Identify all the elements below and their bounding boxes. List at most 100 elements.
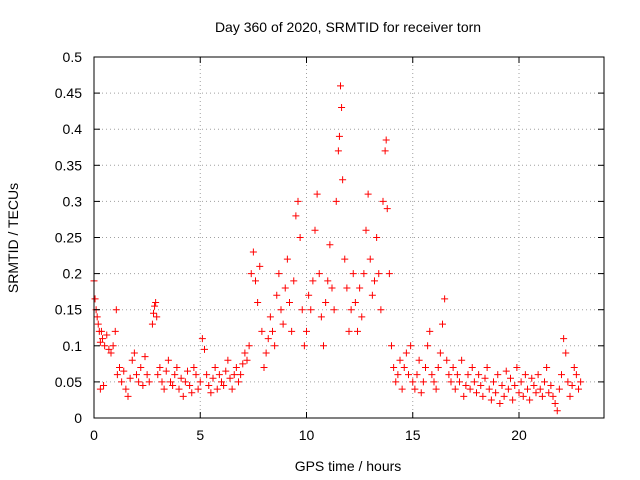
data-point xyxy=(317,313,325,321)
data-point xyxy=(360,270,368,278)
data-point xyxy=(205,382,213,390)
data-point xyxy=(153,313,161,321)
data-point xyxy=(226,374,234,382)
y-tick-label: 0.2 xyxy=(63,266,83,282)
data-point xyxy=(164,356,172,364)
data-point xyxy=(305,291,313,299)
data-point xyxy=(113,371,121,379)
grid-lines xyxy=(94,57,604,418)
data-point xyxy=(392,378,400,386)
data-point xyxy=(218,378,225,386)
data-point xyxy=(339,176,347,184)
data-point xyxy=(277,306,285,314)
y-tick-label: 0.05 xyxy=(55,374,82,390)
data-point xyxy=(249,248,257,256)
data-point xyxy=(332,197,340,205)
data-point xyxy=(381,147,389,155)
data-point xyxy=(128,356,136,364)
data-point xyxy=(135,378,143,386)
data-point xyxy=(324,277,332,285)
data-point xyxy=(112,306,120,314)
data-point xyxy=(337,82,344,90)
data-point xyxy=(373,234,381,241)
x-tick-label: 20 xyxy=(511,427,527,443)
data-point xyxy=(562,349,570,357)
data-point xyxy=(519,392,527,400)
data-point xyxy=(139,382,147,390)
data-point xyxy=(338,104,346,112)
data-point xyxy=(362,226,370,234)
data-point xyxy=(281,284,289,292)
data-point xyxy=(375,270,383,278)
data-point xyxy=(356,284,364,292)
data-point xyxy=(536,385,544,393)
data-point xyxy=(385,270,393,278)
data-point xyxy=(549,392,557,400)
data-point xyxy=(145,378,153,386)
data-point xyxy=(109,342,117,350)
data-point xyxy=(532,389,540,397)
data-point xyxy=(351,298,359,306)
data-point xyxy=(196,378,204,386)
data-point xyxy=(179,392,187,400)
data-point xyxy=(504,385,512,393)
data-point xyxy=(252,277,259,285)
data-point xyxy=(171,371,179,379)
data-point xyxy=(309,277,317,285)
data-point xyxy=(209,374,217,382)
data-point xyxy=(400,363,408,371)
data-point xyxy=(186,382,194,390)
data-point xyxy=(502,367,510,375)
data-point xyxy=(298,306,306,314)
data-point xyxy=(481,374,489,382)
axis-ticks xyxy=(93,56,604,419)
data-point xyxy=(137,363,145,371)
data-point xyxy=(260,363,268,371)
data-point xyxy=(466,385,474,393)
data-point xyxy=(524,385,531,393)
y-tick-label: 0.35 xyxy=(55,157,82,173)
data-point xyxy=(432,385,440,393)
data-point xyxy=(215,371,223,379)
data-point xyxy=(288,327,296,335)
data-point xyxy=(245,342,253,350)
data-point xyxy=(94,320,102,328)
x-axis-label: GPS time / hours xyxy=(295,458,402,474)
data-point xyxy=(194,385,202,393)
y-tick-label: 0.3 xyxy=(63,193,83,209)
data-point xyxy=(111,327,119,335)
data-point xyxy=(181,378,189,386)
data-point xyxy=(371,277,378,285)
data-point xyxy=(538,392,546,400)
data-point xyxy=(118,378,126,386)
data-point xyxy=(286,298,293,306)
data-point xyxy=(513,363,521,371)
data-point xyxy=(130,349,138,357)
data-point xyxy=(311,226,319,234)
data-point xyxy=(534,371,542,379)
x-tick-label: 0 xyxy=(90,427,98,443)
data-point xyxy=(320,342,327,350)
data-point xyxy=(99,335,106,343)
data-point xyxy=(521,371,529,379)
data-point xyxy=(575,385,582,393)
data-point xyxy=(96,338,104,346)
data-point xyxy=(334,147,342,155)
data-point xyxy=(294,197,302,205)
data-point xyxy=(366,255,374,263)
data-point xyxy=(211,363,219,371)
data-point xyxy=(558,371,565,379)
data-point xyxy=(237,371,245,379)
data-point xyxy=(300,342,308,350)
data-point xyxy=(262,349,270,357)
data-point xyxy=(543,363,551,371)
data-point xyxy=(326,241,334,249)
data-point xyxy=(156,363,164,371)
data-point xyxy=(307,306,315,314)
data-point xyxy=(566,392,574,400)
data-point xyxy=(345,327,353,335)
data-point xyxy=(368,291,376,299)
data-point xyxy=(511,382,519,390)
data-point xyxy=(390,363,398,371)
data-point xyxy=(192,371,200,379)
